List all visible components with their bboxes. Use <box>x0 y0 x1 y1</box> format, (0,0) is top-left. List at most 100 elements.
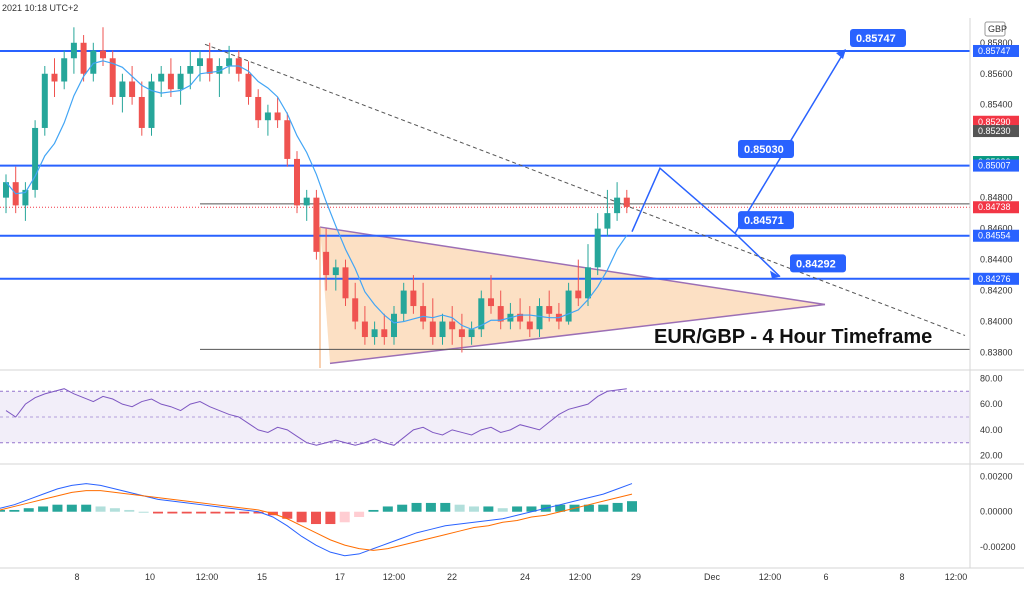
moving-average-line <box>5 60 628 330</box>
price-tick-label: 0.84200 <box>980 286 1013 296</box>
candle-body <box>623 197 630 207</box>
candle-body <box>546 306 553 314</box>
macd-histogram-bar <box>23 508 34 512</box>
candle-body <box>575 290 582 299</box>
callout-box <box>790 254 846 273</box>
price-tag-label: 0.85290 <box>978 117 1011 127</box>
candle-body <box>585 267 591 299</box>
candle-body <box>420 306 427 322</box>
date-tick-label: 24 <box>520 572 530 582</box>
candle-body <box>536 306 543 330</box>
price-tag <box>973 272 1019 285</box>
macd-histogram-bar <box>339 511 350 523</box>
price-tag-label: 0.84738 <box>978 202 1011 212</box>
candle-body <box>274 112 281 121</box>
date-tick-label: 8 <box>899 572 904 582</box>
macd-histogram-bar <box>425 502 436 512</box>
date-tick-label: 12:00 <box>196 572 219 582</box>
macd-histogram-bar <box>397 504 408 512</box>
macd-histogram-bar <box>181 511 192 514</box>
candle-body <box>294 158 300 206</box>
macd-histogram-bar <box>627 501 637 512</box>
candle-body <box>119 81 126 97</box>
macd-histogram-bar <box>612 502 623 512</box>
candle-body <box>187 66 194 74</box>
callout-box <box>850 28 906 47</box>
price-tag <box>973 201 1019 214</box>
candle-body <box>400 290 407 314</box>
callout-label: 0.85030 <box>744 144 784 156</box>
axis-layer: 0.85800 0.85600 0.85400 0.84800 0.84600 0.844… <box>0 18 1024 582</box>
candles-layer <box>3 27 630 353</box>
price-tag-label: 0.84554 <box>978 231 1011 241</box>
rsi-band <box>0 391 970 443</box>
price-tag <box>973 115 1019 128</box>
macd-line <box>0 483 633 557</box>
chart-title: EUR/GBP - 4 Hour Timeframe <box>654 326 932 348</box>
callout-label: 0.84571 <box>744 215 784 227</box>
rsi-layer: 80.00 60.00 40.00 20.00 <box>0 373 1003 461</box>
candle-body <box>167 73 174 90</box>
price-tag <box>973 125 1019 138</box>
projection-path-down <box>631 166 781 278</box>
rsi-tick-label: 40.00 <box>980 425 1003 435</box>
candle-body <box>565 290 572 322</box>
macd-histogram-bar <box>210 511 221 514</box>
candle-body <box>206 58 213 74</box>
macd-histogram-bar <box>95 506 106 512</box>
currency-badge-label: GBP <box>988 24 1007 34</box>
macd-histogram-bar <box>411 502 422 512</box>
macd-tick-label: -0.00200 <box>980 542 1016 552</box>
price-tick-label: 0.84600 <box>980 224 1013 234</box>
candle-body <box>264 112 271 121</box>
candle-body <box>517 313 524 322</box>
price-tick-label: 0.85800 <box>980 38 1013 48</box>
callout-label: 0.85747 <box>856 33 896 45</box>
candle-body <box>90 50 97 74</box>
macd-histogram-bar <box>196 511 207 514</box>
candle-body <box>303 197 310 206</box>
date-tick-label: 10 <box>145 572 155 582</box>
price-tag <box>973 159 1019 172</box>
date-tick-label: 15 <box>257 572 267 582</box>
candle-body <box>41 73 48 128</box>
candle-body <box>51 73 58 82</box>
price-tag <box>973 44 1019 57</box>
rsi-tick-label: 80.00 <box>980 373 1003 383</box>
date-tick-label: 12:00 <box>383 572 406 582</box>
currency-badge[interactable]: GBP <box>984 21 1007 37</box>
ma-layer <box>5 60 628 330</box>
candle-body <box>342 267 349 299</box>
macd-histogram-bar <box>282 511 293 519</box>
rsi-tick-label: 20.00 <box>980 451 1003 461</box>
macd-histogram-bar <box>454 504 465 512</box>
timestamp-label: 2021 10:18 UTC+2 <box>2 3 78 13</box>
triangle-pattern-fill <box>320 227 825 364</box>
date-tick-label: 12:00 <box>945 572 968 582</box>
candle-body <box>226 58 233 67</box>
triangle-upper-line <box>319 226 826 306</box>
candle-body <box>526 321 533 330</box>
macd-histogram-bar <box>253 511 264 514</box>
annotations-layer: 0.85747 0.85030 0.84571 0.84292 <box>631 28 906 279</box>
candle-body <box>80 42 87 74</box>
price-tick-label: 0.85600 <box>980 69 1013 79</box>
macd-histogram-bar <box>598 504 609 512</box>
rsi-tick-label: 60.00 <box>980 399 1003 409</box>
price-tag-label: 0.85747 <box>978 46 1011 56</box>
macd-histogram-bar <box>440 502 451 512</box>
candle-body <box>197 58 203 67</box>
macd-histogram-bar <box>0 509 5 512</box>
candle-body <box>255 96 262 121</box>
candle-body <box>410 290 417 307</box>
price-tick-label: 0.85400 <box>980 100 1013 110</box>
macd-histogram-bar <box>325 511 336 525</box>
macd-histogram-bar <box>512 506 523 512</box>
candle-body <box>22 189 29 206</box>
candle-body <box>177 73 184 90</box>
rsi-line <box>5 388 627 446</box>
candle-body <box>313 197 320 252</box>
macd-histogram-bar <box>38 506 49 512</box>
macd-histogram-bar <box>583 504 594 512</box>
macd-histogram-bar <box>469 506 479 512</box>
